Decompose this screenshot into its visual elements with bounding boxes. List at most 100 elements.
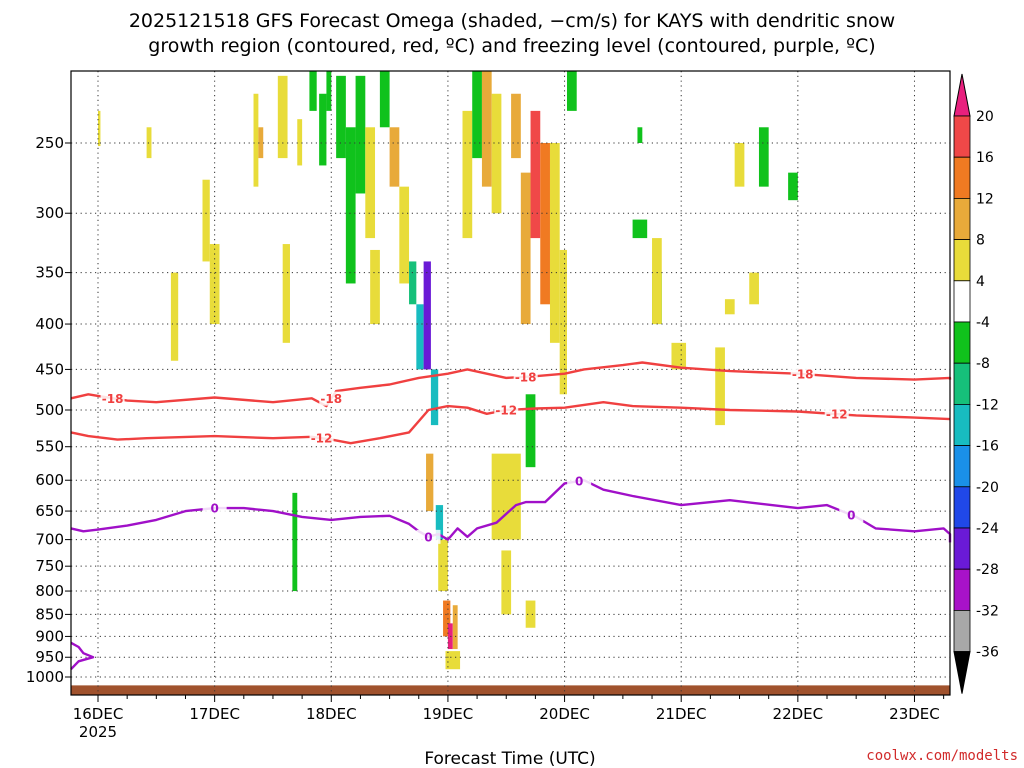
omega-cell-3 [253,93,259,187]
omega-cell-12 [345,127,356,284]
x-tick-label-21DEC: 21DEC [656,705,707,723]
omega-cell-1 [202,179,210,262]
contour-label-bg-0-1 [319,391,344,406]
colorbar-bin-6 [953,362,971,405]
y-tick-label-450: 450 [35,360,64,378]
y-tick-label-700: 700 [35,531,64,549]
colorbar-bin-5 [953,321,971,364]
omega-cell-0 [98,110,101,147]
omega-cell-6 [282,244,290,343]
omega-cell-58 [146,127,152,159]
omega-cell-54 [788,172,798,201]
omega-cell-52 [734,143,745,187]
omega-cell-24 [435,505,444,540]
contour-label-0-0: -18 [102,392,124,406]
omega-cell-56 [292,492,298,592]
colorbar-label-7: -12 [976,397,999,413]
omega-cell-26 [443,600,451,637]
colorbar-bin-2 [953,197,971,240]
omega-cell-44 [525,600,536,628]
omega-cell-57 [170,272,179,361]
omega-cell-50 [715,347,725,426]
omega-cell-15 [370,249,380,325]
omega-cell-10 [326,71,332,111]
contour-label-bg-0-2 [513,369,538,384]
omega-cell-35 [520,172,531,325]
y-tick-label-300: 300 [35,204,64,222]
y-tick-label-600: 600 [35,471,64,489]
colorbar-bin-0 [953,115,971,158]
colorbar-label-4: 4 [976,274,985,290]
x-tick-label-16DEC: 16DEC [73,705,124,723]
omega-cell-29 [445,651,461,670]
colorbar-bottom-arrow [953,651,971,694]
omega-cell-32 [481,71,492,187]
omega-cell-46 [632,219,648,239]
contour-label-1-2: -12 [826,408,848,422]
contour-label-bg-2-0 [202,501,227,516]
omega-cell-49 [671,342,687,370]
omega-cell-21 [423,261,431,370]
y-tick-label-650: 650 [35,502,64,520]
omega-cell-5 [277,75,288,159]
contour-label-0-2: -18 [515,370,537,384]
grid-lines [71,71,950,695]
y-tick-label-800: 800 [35,582,64,600]
x-tick-label-22DEC: 22DEC [773,705,824,723]
omega-cell-20 [416,304,424,370]
y-tick-label-750: 750 [35,557,64,575]
omega-cell-39 [559,249,567,395]
contour-line-3 [70,641,95,671]
contour-label-bg-2-3 [839,507,864,522]
omega-cell-2 [209,244,220,325]
contour-line-1 [70,401,951,445]
omega-cell-55 [749,272,759,305]
omega-cell-14 [365,127,376,239]
plot-border [70,70,951,696]
y-tick-label-950: 950 [35,648,64,666]
x-tick-label-23DEC: 23DEC [889,705,940,723]
contour-label-bg-1-0 [309,431,334,446]
contour-label-bg-0-3 [790,367,815,382]
omega-cell-38 [549,143,560,343]
omega-cell-42 [501,550,512,615]
credit-text: coolwx.com/modelts [866,748,1018,764]
colorbar-label-6: -8 [976,356,990,372]
contour-line-0 [70,361,952,408]
omega-cell-33 [491,93,502,214]
colorbar: 20 16 12 8 4 -4 -8 -12 -16 -20 -24 -28 -32 -36 [953,73,999,694]
surface-terrain [71,685,950,695]
contour-label-bg-1-1 [494,403,519,417]
omega-cell-43 [525,394,536,468]
omega-cell-7 [297,119,303,166]
colorbar-label-5: -4 [976,315,990,331]
colorbar-label-12: -32 [976,603,999,619]
omega-cell-48 [652,238,662,325]
colorbar-bin-12 [953,610,971,653]
y-tick-label-400: 400 [35,315,64,333]
y-tick-label-250: 250 [35,134,64,152]
chart-title-line2: growth region (contoured, red, ºC) and f… [148,35,875,57]
omega-cell-34 [511,93,521,159]
colorbar-label-9: -20 [976,480,999,496]
colorbar-bin-10 [953,527,971,570]
colorbar-label-3: 8 [976,233,985,249]
omega-cell-16 [379,71,390,128]
omega-cell-36 [530,110,541,239]
y-axis-ticks: 250 300 350 400 450 500 550 600 650 700 750 800 850 9… [26,134,71,686]
chart-title-line1: 2025121518 GFS Forecast Omega (shaded, −… [129,10,895,32]
x-tick-label-20DEC: 20DEC [539,705,590,723]
omega-shading-layer [98,71,798,670]
contour-label-bg-0-0 [100,391,125,406]
omega-cell-40 [566,71,577,111]
colorbar-bin-4 [953,280,971,323]
omega-cell-31 [472,71,482,159]
colorbar-label-8: -16 [976,439,999,455]
colorbar-label-13: -36 [976,645,999,661]
contour-label-bg-2-2 [567,474,592,489]
omega-cell-9 [319,93,327,166]
omega-cell-18 [399,186,410,284]
x-tick-label-17DEC: 17DEC [189,705,240,723]
contour-label-0-1: -18 [320,392,342,406]
x-axis-ticks: 16DEC 17DEC 18DEC 19DEC 20DEC 21DEC 22DEC 23DEC [73,695,945,723]
